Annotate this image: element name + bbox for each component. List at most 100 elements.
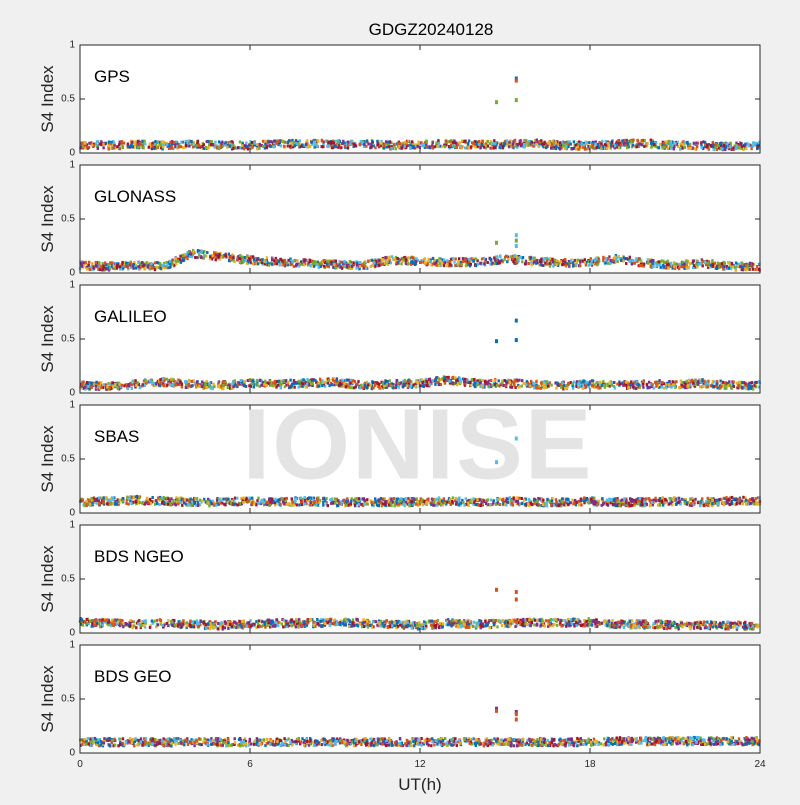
baseline-point: [462, 257, 464, 260]
baseline-point: [632, 144, 634, 147]
baseline-point: [740, 142, 742, 145]
baseline-point: [505, 255, 507, 258]
baseline-point: [86, 381, 88, 384]
baseline-point: [467, 504, 469, 507]
baseline-point: [722, 381, 724, 384]
baseline-point: [697, 380, 699, 383]
baseline-point: [655, 385, 657, 388]
baseline-point: [338, 146, 340, 149]
baseline-point: [668, 267, 670, 270]
baseline-point: [95, 264, 97, 267]
baseline-point: [112, 381, 114, 384]
baseline-point: [618, 146, 620, 149]
baseline-point: [331, 383, 333, 386]
baseline-point: [81, 262, 83, 265]
baseline-point: [590, 262, 592, 265]
baseline-point: [721, 147, 723, 150]
baseline-point: [359, 265, 361, 268]
panel-label: GALILEO: [94, 307, 167, 326]
baseline-point: [537, 385, 539, 388]
baseline-point: [528, 142, 530, 145]
baseline-point: [559, 147, 561, 150]
baseline-point: [359, 143, 361, 146]
baseline-point: [757, 145, 759, 148]
baseline-point: [421, 384, 423, 387]
baseline-point: [496, 384, 498, 387]
baseline-point: [151, 267, 153, 270]
baseline-point: [376, 143, 378, 146]
baseline-point: [409, 147, 411, 150]
baseline-point: [397, 257, 399, 260]
baseline-point: [261, 261, 263, 264]
baseline-point: [626, 139, 628, 142]
baseline-point: [446, 264, 448, 267]
baseline-point: [328, 145, 330, 148]
baseline-point: [521, 379, 523, 382]
baseline-point: [719, 142, 721, 145]
baseline-point: [296, 259, 298, 262]
baseline-point: [340, 261, 342, 264]
baseline-point: [180, 141, 182, 144]
baseline-point: [127, 387, 129, 390]
baseline-point: [595, 143, 597, 146]
baseline-point: [208, 382, 210, 385]
baseline-point: [342, 385, 344, 388]
baseline-point: [264, 380, 266, 383]
baseline-point: [131, 141, 133, 144]
baseline-point: [748, 499, 750, 502]
baseline-point: [282, 140, 284, 143]
baseline-point: [493, 262, 495, 265]
baseline-point: [388, 145, 390, 148]
baseline-point: [148, 146, 150, 149]
baseline-point: [493, 139, 495, 142]
baseline-point: [266, 256, 268, 259]
baseline-point: [95, 385, 97, 388]
baseline-point: [82, 498, 84, 501]
baseline-point: [321, 384, 323, 387]
y-tick-label: 0.5: [61, 94, 75, 105]
baseline-point: [244, 256, 246, 259]
baseline-point: [306, 383, 308, 386]
baseline-point: [443, 264, 445, 267]
baseline-point: [469, 263, 471, 266]
baseline-point: [370, 143, 372, 146]
baseline-point: [659, 143, 661, 146]
baseline-point: [658, 260, 660, 263]
baseline-point: [178, 146, 180, 149]
baseline-point: [91, 497, 93, 500]
baseline-point: [137, 146, 139, 149]
baseline-point: [646, 384, 648, 387]
baseline-point: [159, 378, 161, 381]
baseline-point: [688, 379, 690, 382]
baseline-point: [417, 141, 419, 144]
baseline-point: [563, 384, 565, 387]
baseline-point: [591, 259, 593, 262]
baseline-point: [514, 139, 516, 142]
baseline-point: [410, 385, 412, 388]
baseline-point: [647, 497, 649, 500]
baseline-point: [482, 140, 484, 143]
baseline-point: [138, 265, 140, 268]
baseline-point: [479, 382, 481, 385]
baseline-point: [615, 258, 617, 261]
baseline-point: [161, 141, 163, 144]
baseline-point: [481, 257, 483, 260]
baseline-point: [713, 380, 715, 383]
baseline-point: [168, 143, 170, 146]
baseline-point: [723, 144, 725, 147]
baseline-point: [428, 258, 430, 261]
baseline-point: [252, 255, 254, 258]
baseline-point: [247, 148, 249, 151]
baseline-point: [462, 260, 464, 263]
baseline-point: [429, 383, 431, 386]
baseline-point: [438, 377, 440, 380]
baseline-point: [268, 504, 270, 507]
baseline-point: [454, 141, 456, 144]
baseline-point: [218, 253, 220, 256]
baseline-point: [493, 379, 495, 382]
baseline-point: [393, 143, 395, 146]
baseline-point: [403, 258, 405, 261]
baseline-point: [429, 378, 431, 381]
